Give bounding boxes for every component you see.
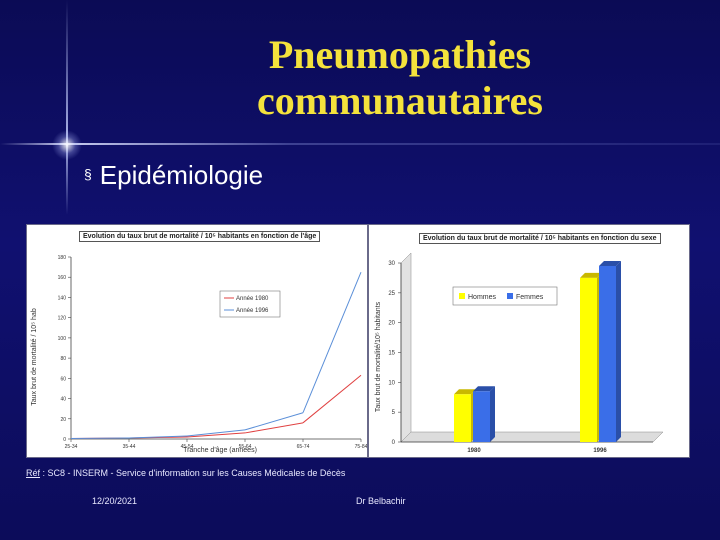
bar-hommes-1996-top [580, 272, 602, 278]
age-chart-ylabel: Taux brut de mortalité / 10⁵ hab [31, 308, 38, 406]
sex-x-tick-label: 1980 [467, 448, 481, 454]
reference-text: : SC8 - INSERM - Service d'information s… [40, 468, 346, 478]
sex-chart-ylabel: Taux brut de mortalité/10⁵ habitants [375, 301, 382, 412]
slide-title: Pneumopathies communautaires [140, 32, 660, 124]
sex-x-tick-label: 1996 [593, 448, 607, 454]
age-y-tick-label: 120 [58, 316, 67, 322]
age-series-1996-segment [186, 429, 246, 437]
legend-label-femmes: Femmes [516, 294, 544, 301]
age-y-tick-label: 0 [63, 437, 66, 443]
age-chart-panel: Evolution du taux brut de mortalité / 10… [26, 224, 368, 458]
bar-hommes-1996 [580, 277, 597, 442]
bullet-item: § Epidémiologie [84, 160, 263, 191]
age-series-1980-segment [244, 422, 304, 434]
legend-label-1996: Année 1996 [236, 308, 269, 314]
light-flare-horizontal [0, 143, 720, 145]
age-chart-title: Evolution du taux brut de mortalité / 10… [79, 231, 321, 242]
sex-y-tick-label: 30 [388, 261, 395, 267]
age-y-tick-label: 160 [58, 275, 67, 281]
age-series-1996-segment [128, 435, 188, 439]
bar-hommes-1980-top [454, 389, 476, 395]
age-y-tick-label: 40 [60, 397, 66, 403]
age-series-1996-segment [70, 437, 130, 439]
slide-title-line-2: communautaires [257, 78, 543, 123]
age-y-tick-label: 80 [60, 356, 66, 362]
age-x-tick-label: 55-64 [239, 444, 252, 450]
bar-femmes-1980 [473, 391, 490, 442]
legend-label-1980: Année 1980 [236, 296, 269, 302]
sex-y-tick-label: 25 [388, 291, 395, 297]
bar-femmes-1996-side [616, 260, 621, 442]
bar-femmes-1980-top [473, 386, 495, 392]
bullet-text: Epidémiologie [99, 160, 264, 190]
legend-swatch-hommes [459, 293, 465, 299]
sex-y-tick-label: 5 [392, 410, 396, 416]
light-flare-vertical [66, 0, 68, 215]
sex-chart-title: Evolution du taux brut de mortalité / 10… [419, 233, 661, 244]
bar-floor [400, 431, 664, 443]
bar-side-wall [400, 252, 412, 443]
age-x-tick-label: 65-74 [297, 444, 310, 450]
sex-chart-legend: Hommes Femmes [452, 286, 558, 306]
light-flare-center [52, 130, 82, 160]
bar-femmes-1980-side [490, 386, 495, 442]
bar-femmes-1996 [599, 265, 616, 442]
age-y-tick-label: 60 [60, 376, 66, 382]
sex-y-tick-label: 15 [388, 351, 395, 357]
age-y-tick-label: 140 [58, 295, 67, 301]
age-x-tick-label: 75-84 [355, 444, 367, 450]
sex-y-tick-label: 0 [392, 440, 396, 446]
sex-bar-chart: Taux brut de mortalité/10⁵ habitants Hom… [375, 252, 664, 454]
slide-title-line-1: Pneumopathies [268, 32, 532, 77]
bar-femmes-1996-top [599, 260, 621, 266]
age-series-1996-segment [302, 271, 362, 413]
age-y-tick-label: 100 [58, 336, 67, 342]
age-legend-box [219, 290, 281, 318]
reference-label: Réf [26, 468, 41, 478]
age-line-chart: Taux brut de mortalité / 10⁵ hab Tranche… [31, 255, 367, 454]
sex-chart-panel: Evolution du taux brut de mortalité / 10… [368, 224, 690, 458]
age-x-tick-label: 45-54 [181, 444, 194, 450]
footer-date: 12/20/2021 [92, 496, 138, 506]
sex-y-tick-label: 20 [388, 321, 395, 327]
bullet-marker: § [84, 166, 92, 182]
sex-legend-box [452, 286, 558, 306]
age-x-tick-label: 25-34 [65, 444, 78, 450]
sex-y-tick-label: 10 [388, 380, 395, 386]
bar-hommes-1980 [454, 394, 471, 442]
age-series-1996-segment [244, 412, 304, 431]
age-series-1980-segment [186, 432, 246, 438]
age-chart-legend: Année 1980 Année 1996 [219, 290, 281, 318]
age-x-tick-label: 35-44 [123, 444, 136, 450]
legend-swatch-femmes [507, 293, 513, 299]
age-series-1980-segment [302, 374, 362, 424]
age-y-tick-label: 20 [60, 417, 66, 423]
age-y-tick-label: 180 [58, 255, 67, 261]
footer-author: Dr Belbachir [356, 496, 406, 506]
legend-label-hommes: Hommes [468, 294, 497, 301]
age-chart-xlabel: Tranche d'âge (années) [183, 447, 257, 454]
reference-note: Réf : SC8 - INSERM - Service d'informati… [26, 468, 345, 478]
